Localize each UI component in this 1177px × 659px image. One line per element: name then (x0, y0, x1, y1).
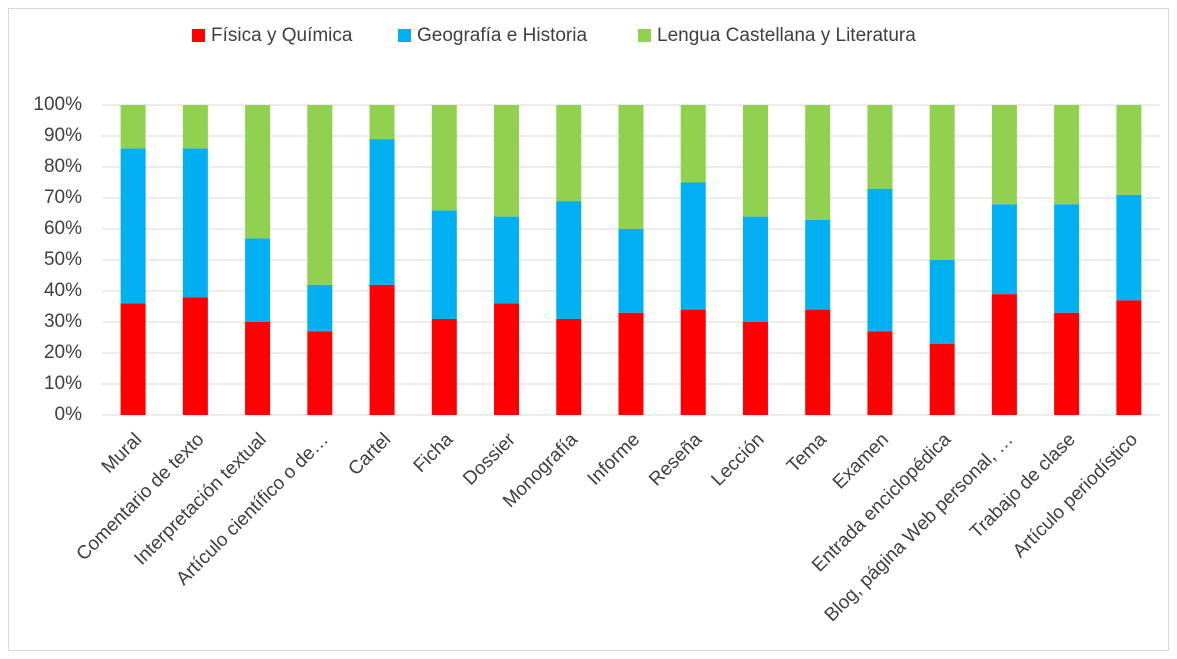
bar-segment (805, 219, 831, 310)
bar-segment (1116, 194, 1142, 301)
bar-segment (991, 204, 1017, 295)
bar-segment (618, 312, 644, 415)
bar-segment (431, 105, 457, 211)
bar-segment (307, 331, 333, 415)
bar-segment (182, 297, 208, 415)
y-tick-label: 100% (33, 94, 82, 115)
bar-segment (1116, 300, 1142, 415)
bar-segment (1054, 105, 1080, 205)
bar-segment (680, 105, 706, 183)
bar-segment (618, 229, 644, 313)
y-tick-label: 50% (44, 249, 82, 270)
legend-label: Geografía e Historia (417, 25, 587, 46)
bar-segment (929, 260, 955, 344)
bar-segment (369, 284, 395, 415)
bar-segment (618, 105, 644, 229)
y-tick-label: 10% (44, 373, 82, 394)
bar-segment (369, 139, 395, 285)
bar-segment (556, 318, 582, 415)
bar-segment (369, 105, 395, 140)
bar-segment (867, 105, 893, 189)
y-tick-label: 20% (44, 342, 82, 363)
bar-segment (805, 309, 831, 415)
legend-swatch (192, 29, 205, 42)
bar-segment (494, 303, 520, 415)
y-tick-label: 80% (44, 156, 82, 177)
y-tick-label: 0% (55, 404, 83, 425)
y-tick-label: 60% (44, 218, 82, 239)
bar-segment (307, 105, 333, 285)
legend-label: Física y Química (211, 25, 353, 46)
bar-segment (245, 238, 271, 322)
bar-segment (245, 322, 271, 415)
bar-segment (742, 322, 768, 415)
bar-segment (494, 105, 520, 217)
bar-segment (431, 210, 457, 319)
bar-segment (1054, 312, 1080, 415)
bar-segment (120, 148, 146, 304)
bar-segment (556, 201, 582, 319)
bar-segment (431, 318, 457, 415)
bar-segment (556, 105, 582, 202)
bar-segment (805, 105, 831, 220)
bar-segment (867, 331, 893, 415)
bar-segment (742, 105, 768, 217)
y-tick-label: 70% (44, 187, 82, 208)
bar-segment (867, 188, 893, 332)
legend-swatch (398, 29, 411, 42)
bar-segment (182, 105, 208, 149)
legend-label: Lengua Castellana y Literatura (657, 25, 916, 46)
legend-swatch (638, 29, 651, 42)
bar-segment (991, 294, 1017, 415)
bar-segment (120, 303, 146, 415)
bar-segment (680, 309, 706, 415)
bar-segment (1054, 204, 1080, 313)
bar-segment (120, 105, 146, 149)
bar-segment (742, 216, 768, 322)
y-tick-label: 30% (44, 311, 82, 332)
bar-segment (245, 105, 271, 239)
bar-segment (991, 105, 1017, 205)
bar-segment (307, 284, 333, 332)
y-tick-label: 40% (44, 280, 82, 301)
bar-segment (680, 182, 706, 310)
bar-segment (929, 105, 955, 260)
bar-segment (182, 148, 208, 298)
bar-segment (494, 216, 520, 304)
bar-segment (929, 343, 955, 415)
bar-segment (1116, 105, 1142, 195)
y-tick-label: 90% (44, 125, 82, 146)
